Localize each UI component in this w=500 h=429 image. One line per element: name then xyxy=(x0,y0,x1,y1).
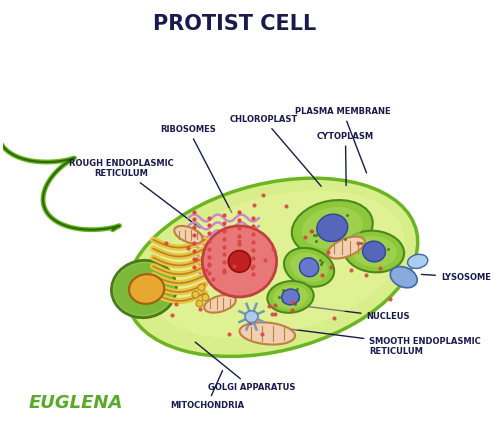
Ellipse shape xyxy=(240,322,295,344)
Ellipse shape xyxy=(273,285,308,309)
Ellipse shape xyxy=(202,226,276,297)
Text: EUGLENA: EUGLENA xyxy=(29,393,123,411)
Ellipse shape xyxy=(174,226,203,244)
Text: GOLGI APPARATUS: GOLGI APPARATUS xyxy=(195,342,295,392)
Ellipse shape xyxy=(284,248,334,287)
Text: PROTIST CELL: PROTIST CELL xyxy=(153,15,316,34)
Ellipse shape xyxy=(302,207,362,249)
Text: CYTOPLASM: CYTOPLASM xyxy=(317,132,374,186)
Ellipse shape xyxy=(228,251,250,272)
Ellipse shape xyxy=(408,254,428,269)
Ellipse shape xyxy=(129,274,164,304)
Text: NUCLEUS: NUCLEUS xyxy=(288,304,410,321)
Ellipse shape xyxy=(282,289,300,305)
Ellipse shape xyxy=(362,241,386,262)
Ellipse shape xyxy=(344,231,404,272)
Ellipse shape xyxy=(290,253,328,282)
Text: LYSOSOME: LYSOSOME xyxy=(422,273,490,282)
Ellipse shape xyxy=(148,190,404,338)
Text: RIBOSOMES: RIBOSOMES xyxy=(160,124,232,212)
Ellipse shape xyxy=(114,263,174,315)
Ellipse shape xyxy=(245,311,258,323)
Text: PLASMA MEMBRANE: PLASMA MEMBRANE xyxy=(295,107,390,173)
Ellipse shape xyxy=(112,260,176,318)
Ellipse shape xyxy=(126,178,418,356)
Ellipse shape xyxy=(390,266,417,288)
Text: SMOOTH ENDOPLASMIC
RETICULUM: SMOOTH ENDOPLASMIC RETICULUM xyxy=(288,329,481,356)
Ellipse shape xyxy=(300,258,318,277)
Ellipse shape xyxy=(204,295,236,313)
Text: MITOCHONDRIA: MITOCHONDRIA xyxy=(170,371,244,410)
Text: CHLOROPLAST: CHLOROPLAST xyxy=(230,115,321,186)
Ellipse shape xyxy=(317,214,348,242)
Text: ROUGH ENDOPLASMIC
RETICULUM: ROUGH ENDOPLASMIC RETICULUM xyxy=(69,159,200,228)
Ellipse shape xyxy=(352,236,397,267)
Ellipse shape xyxy=(292,200,372,256)
Ellipse shape xyxy=(268,281,314,313)
Ellipse shape xyxy=(328,237,364,259)
